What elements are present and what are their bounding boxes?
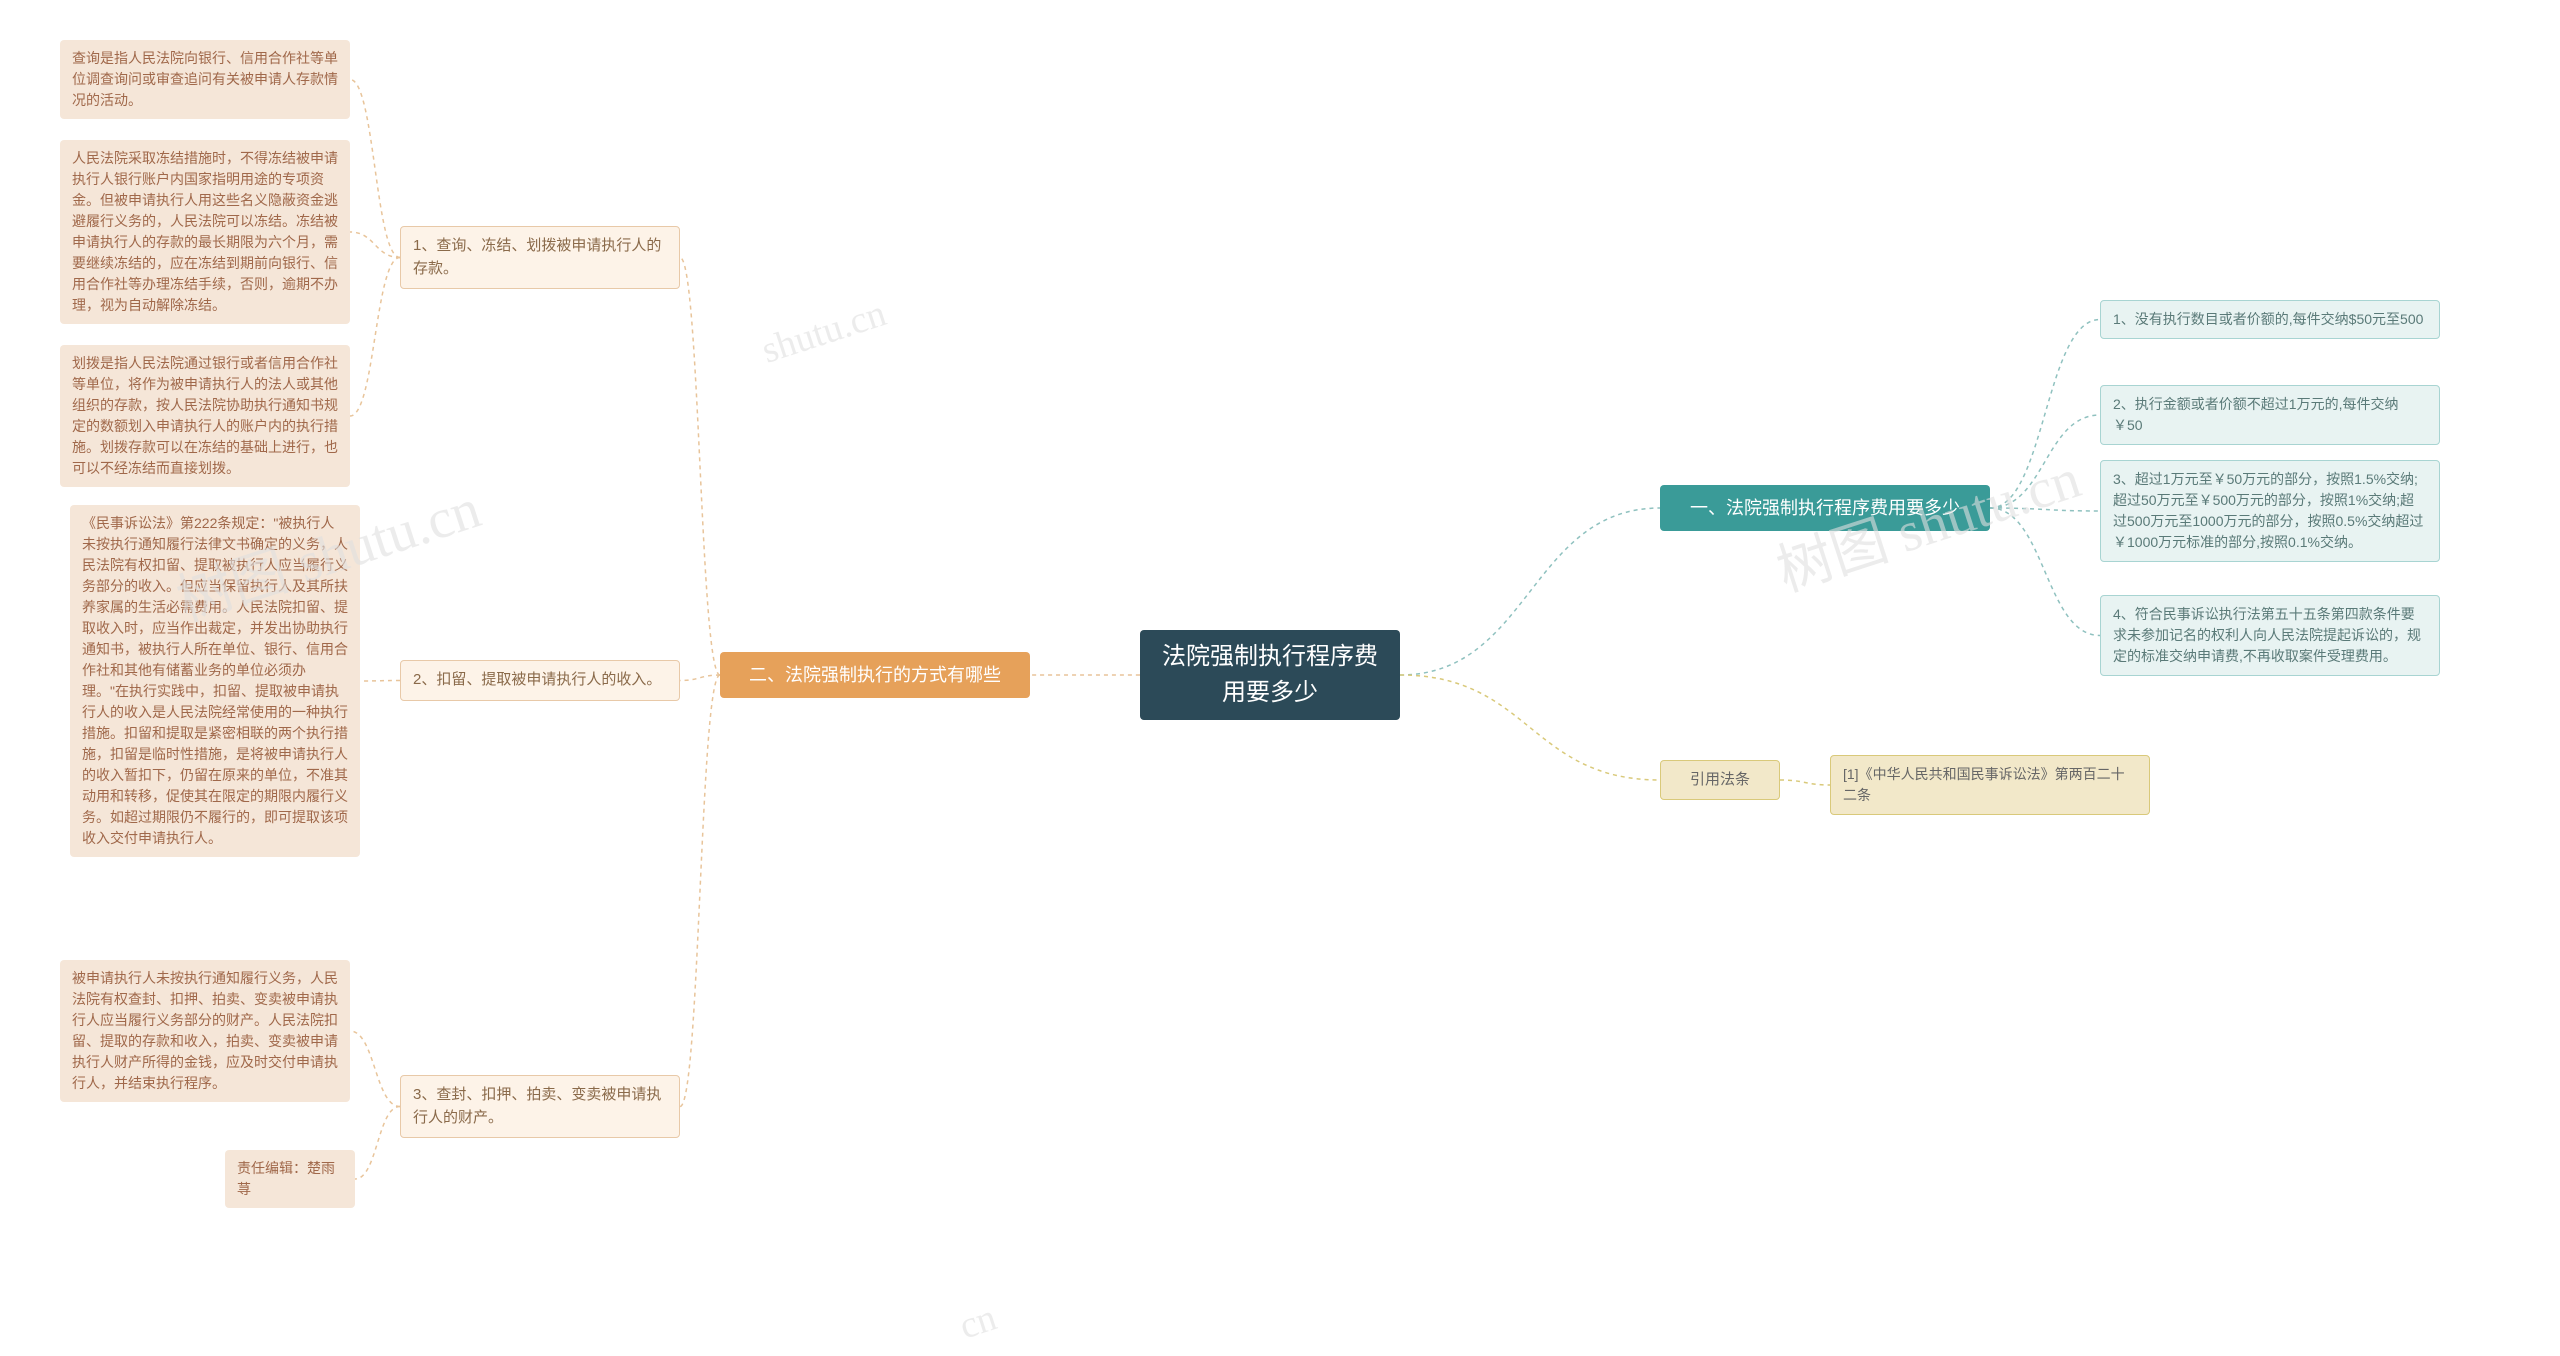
method-1-text: 1、查询、冻结、划拨被申请执行人的存款。 xyxy=(413,235,667,280)
fee-item-2-text: 2、执行金额或者价额不超过1万元的,每件交纳￥50 xyxy=(2113,394,2427,436)
method-3-text: 3、查封、扣押、拍卖、变卖被申请执行人的财产。 xyxy=(413,1084,667,1129)
fee-item-3-text: 3、超过1万元至￥50万元的部分，按照1.5%交纳;超过50万元至￥500万元的… xyxy=(2113,469,2427,553)
fee-item-4: 4、符合民事诉讼执行法第五十五条第四款条件要求未参加记名的权利人向人民法院提起诉… xyxy=(2100,595,2440,676)
method-3-detail-1: 被申请执行人未按执行通知履行义务，人民法院有权查封、扣押、拍卖、变卖被申请执行人… xyxy=(60,960,350,1102)
method-3-editor-text: 责任编辑：楚雨荨 xyxy=(237,1158,343,1200)
method-2-detail-1-text: 《民事诉讼法》第222条规定："被执行人未按执行通知履行法律文书确定的义务，人民… xyxy=(82,513,348,849)
method-1-detail-2: 人民法院采取冻结措施时，不得冻结被申请执行人银行账户内国家指明用途的专项资金。但… xyxy=(60,140,350,324)
citation-label: 引用法条 xyxy=(1690,769,1750,792)
method-3-editor: 责任编辑：楚雨荨 xyxy=(225,1150,355,1208)
method-2: 2、扣留、提取被申请执行人的收入。 xyxy=(400,660,680,701)
mindmap-canvas: 法院强制执行程序费用要多少 一、法院强制执行程序费用要多少 1、没有执行数目或者… xyxy=(0,0,2560,1356)
branch-methods-label: 二、法院强制执行的方式有哪些 xyxy=(749,662,1001,689)
method-1-detail-3: 划拨是指人民法院通过银行或者信用合作社等单位，将作为被申请执行人的法人或其他组织… xyxy=(60,345,350,487)
fee-item-1: 1、没有执行数目或者价额的,每件交纳$50元至500 xyxy=(2100,300,2440,339)
root-node: 法院强制执行程序费用要多少 xyxy=(1140,630,1400,720)
branch-fees-label: 一、法院强制执行程序费用要多少 xyxy=(1690,495,1960,522)
method-2-text: 2、扣留、提取被申请执行人的收入。 xyxy=(413,669,661,692)
root-label: 法院强制执行程序费用要多少 xyxy=(1154,639,1386,711)
method-1-detail-1: 查询是指人民法院向银行、信用合作社等单位调查询问或审查追问有关被申请人存款情况的… xyxy=(60,40,350,119)
fee-item-3: 3、超过1万元至￥50万元的部分，按照1.5%交纳;超过50万元至￥500万元的… xyxy=(2100,460,2440,562)
branch-methods: 二、法院强制执行的方式有哪些 xyxy=(720,652,1030,698)
method-1-detail-3-text: 划拨是指人民法院通过银行或者信用合作社等单位，将作为被申请执行人的法人或其他组织… xyxy=(72,353,338,479)
branch-fees: 一、法院强制执行程序费用要多少 xyxy=(1660,485,1990,531)
watermark: shutu.cn xyxy=(756,291,891,372)
citation-ref-text: [1]《中华人民共和国民事诉讼法》第两百二十二条 xyxy=(1843,764,2137,806)
method-1: 1、查询、冻结、划拨被申请执行人的存款。 xyxy=(400,226,680,289)
method-3: 3、查封、扣押、拍卖、变卖被申请执行人的财产。 xyxy=(400,1075,680,1138)
method-3-detail-1-text: 被申请执行人未按执行通知履行义务，人民法院有权查封、扣押、拍卖、变卖被申请执行人… xyxy=(72,968,338,1094)
method-2-detail-1: 《民事诉讼法》第222条规定："被执行人未按执行通知履行法律文书确定的义务，人民… xyxy=(70,505,360,857)
citation-node: 引用法条 xyxy=(1660,760,1780,800)
citation-ref: [1]《中华人民共和国民事诉讼法》第两百二十二条 xyxy=(1830,755,2150,815)
fee-item-1-text: 1、没有执行数目或者价额的,每件交纳$50元至500 xyxy=(2113,309,2423,330)
method-1-detail-2-text: 人民法院采取冻结措施时，不得冻结被申请执行人银行账户内国家指明用途的专项资金。但… xyxy=(72,148,338,316)
method-1-detail-1-text: 查询是指人民法院向银行、信用合作社等单位调查询问或审查追问有关被申请人存款情况的… xyxy=(72,48,338,111)
watermark: cn xyxy=(954,1296,1002,1349)
fee-item-2: 2、执行金额或者价额不超过1万元的,每件交纳￥50 xyxy=(2100,385,2440,445)
fee-item-4-text: 4、符合民事诉讼执行法第五十五条第四款条件要求未参加记名的权利人向人民法院提起诉… xyxy=(2113,604,2427,667)
